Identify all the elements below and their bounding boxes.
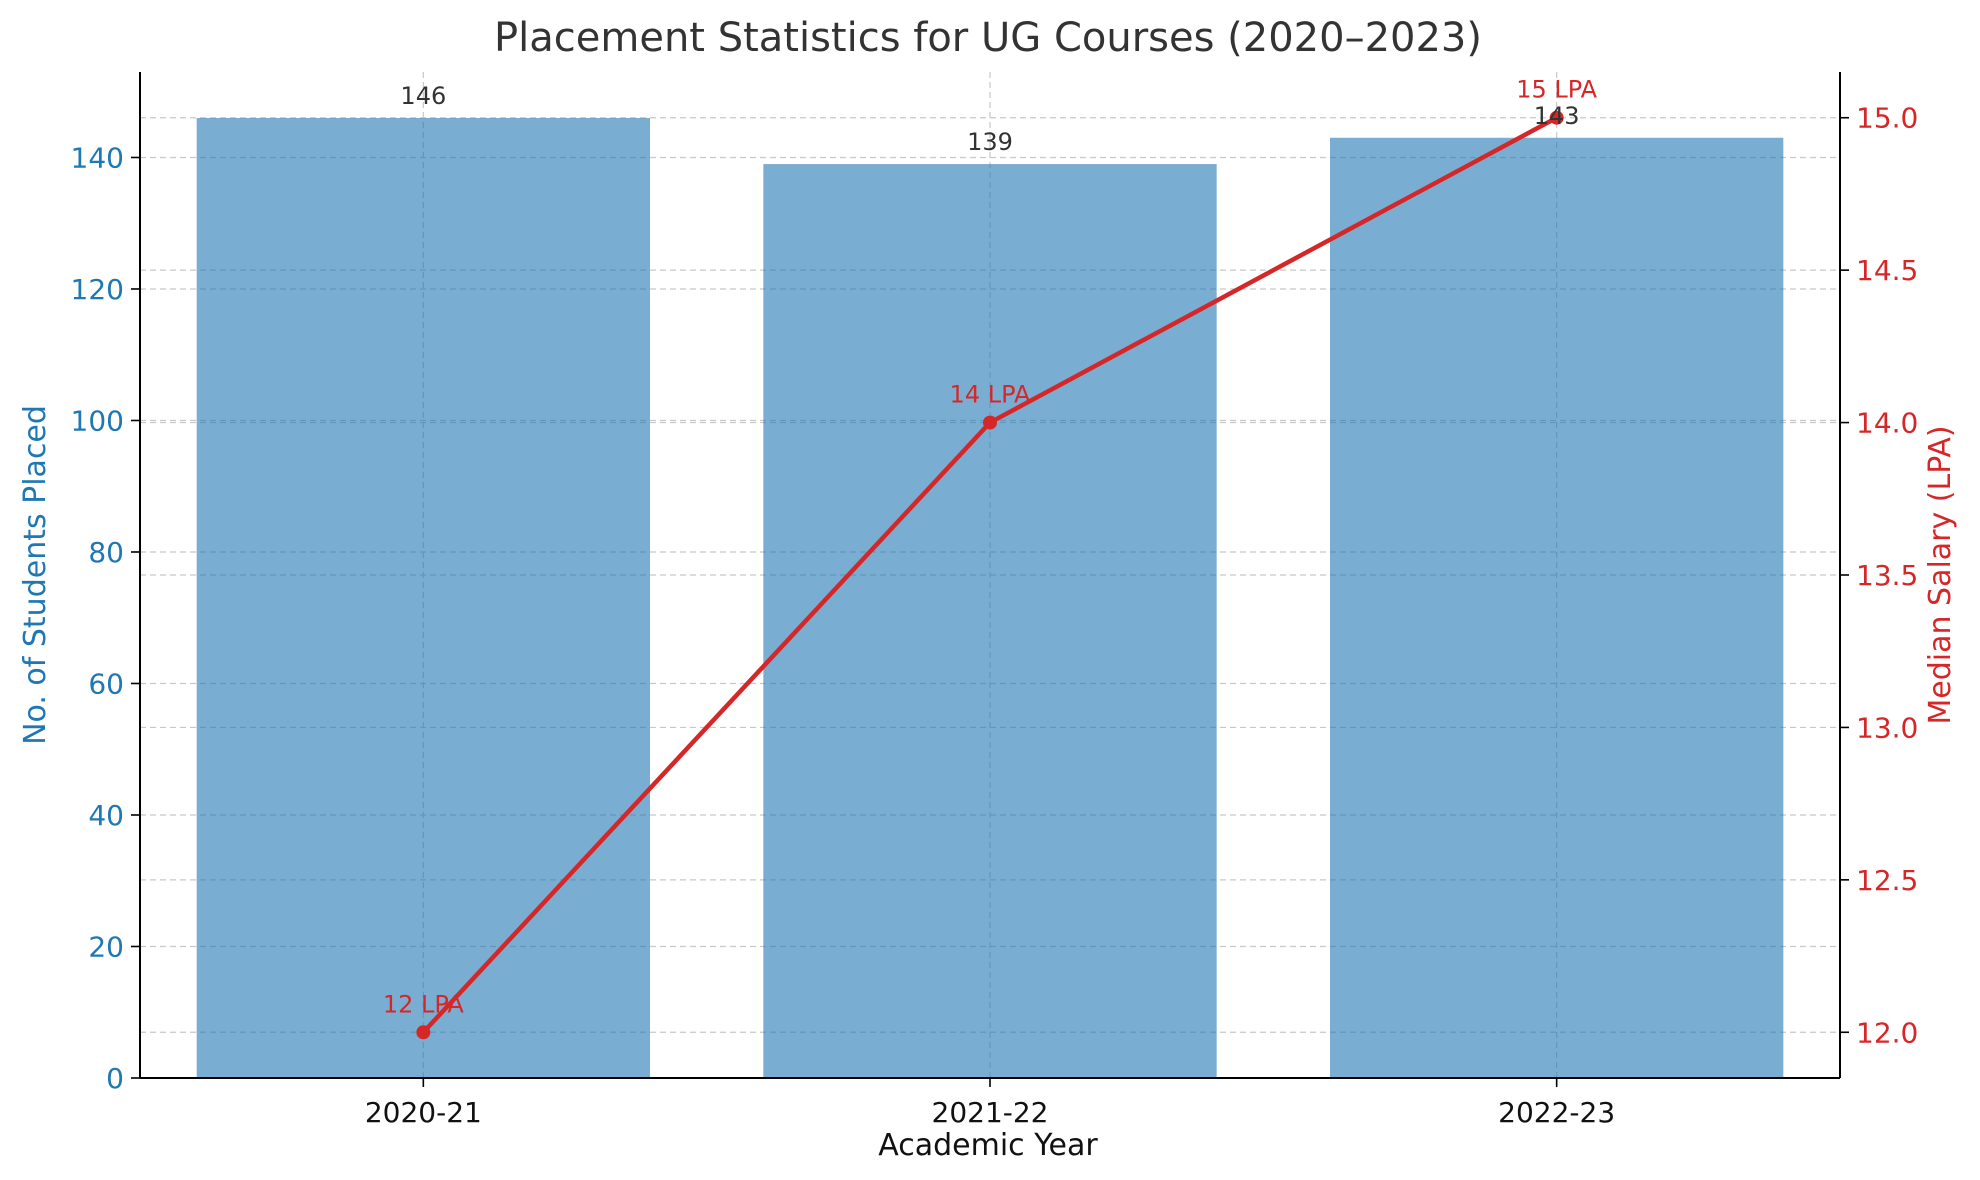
y-tick-label: 40 [88, 799, 124, 832]
bar-2020-21 [196, 118, 650, 1079]
y2-tick-label: 14.5 [1856, 254, 1918, 287]
y-tick-label: 60 [88, 667, 124, 700]
x-tick-label: 2020-21 [365, 1096, 482, 1129]
line-layer [416, 110, 1564, 1040]
y2-tick-label: 13.5 [1856, 559, 1918, 592]
x-tick-label: 2021-22 [932, 1096, 1049, 1129]
salary-point [1549, 110, 1564, 125]
label-layer: 146 139 143 12 LPA 14 LPA 15 LPA [383, 76, 1598, 1019]
bar-layer [196, 118, 1784, 1079]
x-axis-label: Academic Year [878, 1128, 1098, 1163]
y-tick-label: 20 [88, 930, 124, 963]
y-tick-label: 120 [71, 273, 124, 306]
chart-title: Placement Statistics for UG Courses (202… [494, 15, 1482, 61]
bar-2022-23 [1330, 137, 1784, 1078]
y-tick-label: 0 [106, 1062, 124, 1095]
y-tick-label: 100 [71, 404, 124, 437]
bar-value-label: 143 [1534, 102, 1580, 130]
bar-value-label: 139 [967, 128, 1013, 156]
y2-axis-label: Median Salary (LPA) [1923, 425, 1958, 724]
y-axis-label: No. of Students Placed [18, 405, 53, 745]
bar-value-label: 146 [400, 82, 446, 110]
y-tick-label: 80 [88, 536, 124, 569]
y-tick-label: 140 [71, 141, 124, 174]
y2-tick-label: 12.0 [1856, 1016, 1918, 1049]
salary-point [416, 1025, 431, 1040]
axis-layer: 0 20 40 60 80 100 120 140 12.0 12.5 13.0 13.5 14.0 14… [71, 72, 1918, 1129]
y2-tick-label: 15.0 [1856, 102, 1918, 135]
bar-2021-22 [763, 164, 1217, 1078]
y2-tick-label: 12.5 [1856, 864, 1918, 897]
salary-value-label: 15 LPA [1516, 76, 1597, 104]
x-tick-label: 2022-23 [1498, 1096, 1615, 1129]
y2-tick-label: 14.0 [1856, 407, 1918, 440]
salary-point [983, 415, 997, 430]
y2-tick-label: 13.0 [1856, 711, 1918, 744]
salary-value-label: 14 LPA [950, 381, 1031, 409]
salary-value-label: 12 LPA [383, 990, 464, 1018]
